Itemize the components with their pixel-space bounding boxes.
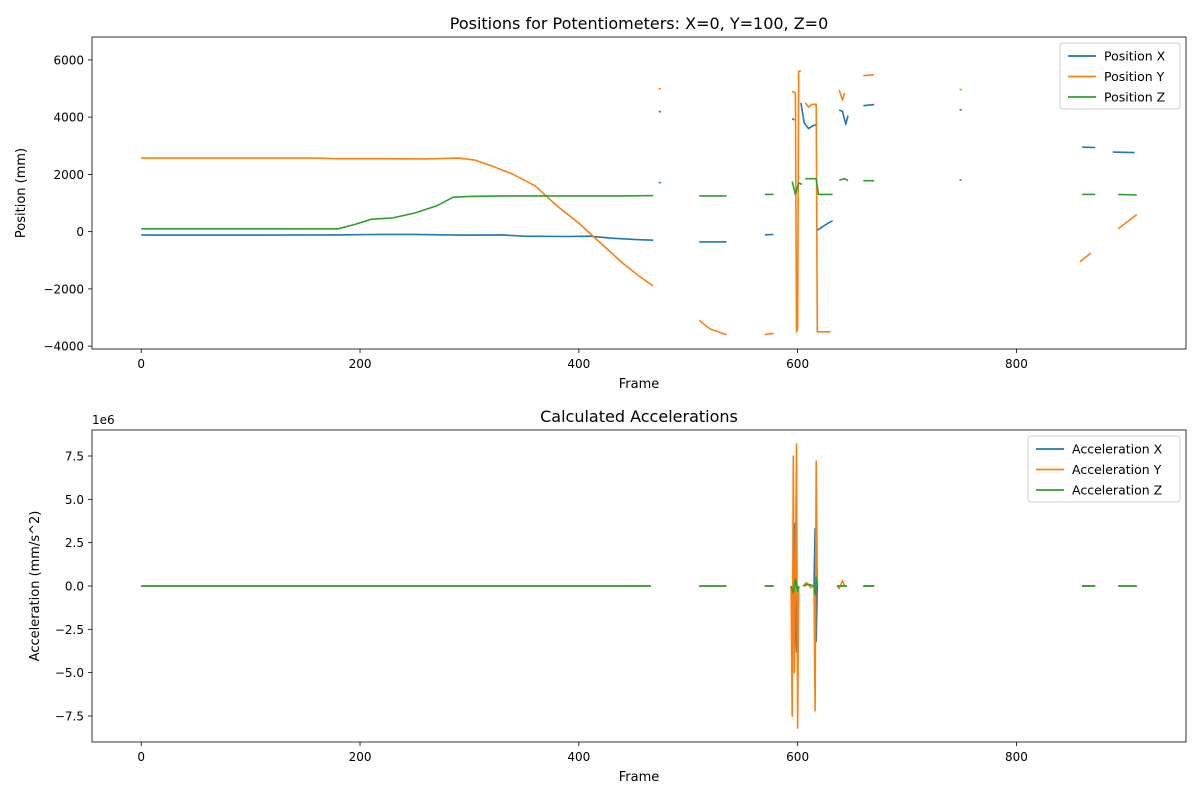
chart-0-xtick-label-0: 0 [137, 357, 145, 371]
chart-1-xtick-label-2: 400 [567, 750, 590, 764]
chart-1-y-offset-label: 1e6 [92, 413, 115, 427]
chart-0-series-0-segment-4 [791, 117, 795, 121]
chart-0-xtick-label-2: 400 [567, 357, 590, 371]
chart-1-ytick-label-0: −7.5 [55, 710, 84, 724]
chart-0-legend-label-2: Position Z [1104, 90, 1165, 105]
chart-0-title: Positions for Potentiometers: X=0, Y=100… [450, 14, 829, 33]
chart-0-series-1-segment-4 [791, 70, 802, 333]
chart-1-legend-label-1: Acceleration Y [1072, 462, 1162, 477]
chart-0-ytick-label-0: −4000 [43, 340, 84, 354]
chart-1-title: Calculated Accelerations [540, 407, 738, 426]
chart-1-ytick-label-6: 7.5 [65, 450, 84, 464]
chart-0-series-2-segment-10 [1118, 193, 1137, 196]
chart-1-legend: Acceleration X Acceleration Y Acceleration… [1027, 435, 1181, 503]
chart-0-series-1-segment-0 [141, 157, 654, 287]
chart-0-legend: Position X Position Y Position Z [1059, 42, 1181, 110]
chart-1-legend-label-2: Acceleration Z [1072, 483, 1162, 498]
chart-0-series-2-segment-5 [805, 177, 833, 196]
chart-0-xtick-label-1: 200 [349, 357, 372, 371]
chart-1-ytick-label-3: 0.0 [65, 580, 84, 594]
chart-1-ylabel: Acceleration (mm/s^2) [28, 511, 43, 662]
chart-1-ytick-label-1: −5.0 [55, 666, 84, 680]
chart-1-series-1-segment-3 [790, 443, 800, 729]
chart-0-ytick-label-4: 4000 [53, 111, 84, 125]
chart-0-ytick-label-3: 2000 [53, 168, 84, 182]
chart-1-xlabel: Frame [619, 770, 660, 785]
chart-0-series-2-segment-0 [141, 194, 654, 230]
chart-0-series-0-segment-5 [800, 102, 818, 130]
chart-0-series-1-segment-2 [698, 319, 727, 336]
positions-chart: 0 200 400 600 800 −4000 −2000 0 2000 4000 6000 Posi… [14, 14, 1187, 392]
chart-0-ytick-label-1: −2000 [43, 282, 84, 296]
chart-1-xtick-label-1: 200 [349, 750, 372, 764]
chart-0-series-1-segment-1 [658, 87, 662, 90]
chart-0-series-1-segment-10 [1117, 213, 1138, 230]
chart-1-ytick-label-2: −2.5 [55, 623, 84, 637]
chart-0-series-1-segment-5 [804, 102, 831, 333]
chart-1-ytick-label-5: 5.0 [65, 493, 84, 507]
chart-0-series-2-segment-6 [839, 177, 849, 182]
chart-0-series-0-segment-11 [1112, 151, 1135, 154]
chart-1-ytick-label-4: 2.5 [65, 536, 84, 550]
chart-0-series-1-segment-7 [863, 74, 875, 77]
chart-0-series-1-segment-9 [1079, 252, 1092, 263]
chart-0-axes-frame [91, 36, 1187, 350]
chart-0-xlabel: Frame [619, 377, 660, 392]
chart-1-series-2-segment-3 [790, 578, 800, 594]
chart-0-series-1-segment-6 [838, 89, 846, 101]
chart-0-series-0-segment-8 [863, 103, 875, 107]
chart-0-series-0-segment-6 [816, 220, 833, 231]
chart-1-xtick-label-4: 800 [1005, 750, 1028, 764]
chart-0-ytick-label-2: 0 [76, 225, 84, 239]
chart-0-series-0-segment-0 [141, 233, 654, 241]
chart-1-xtick-label-0: 0 [137, 750, 145, 764]
chart-0-xtick-label-4: 800 [1005, 357, 1028, 371]
chart-0-legend-label-0: Position X [1104, 49, 1166, 64]
chart-0-series-0-segment-1 [658, 110, 662, 113]
chart-0-ytick-label-5: 6000 [53, 53, 84, 67]
chart-0-legend-box [1059, 42, 1181, 110]
chart-0-legend-label-1: Position Y [1104, 69, 1165, 84]
chart-1-legend-box [1027, 435, 1181, 503]
chart-1-xtick-label-3: 600 [786, 750, 809, 764]
chart-1-legend-label-0: Acceleration X [1072, 442, 1163, 457]
chart-0-series-group [141, 70, 1138, 336]
chart-1-series-2-segment-4 [802, 576, 819, 596]
chart-0-ylabel: Position (mm) [14, 148, 29, 238]
chart-1-series-1-segment-5 [836, 580, 846, 590]
chart-0-series-2-segment-4 [791, 181, 803, 196]
chart-0-xtick-label-3: 600 [786, 357, 809, 371]
chart-0-series-0-segment-7 [838, 109, 849, 126]
chart-1-series-group [141, 443, 1137, 729]
chart-0-series-1-segment-3 [764, 332, 774, 336]
accelerations-chart: 0 200 400 600 800 −7.5 −5.0 −2.5 0.0 2.5 5.0 7.5 1e6… [28, 407, 1187, 785]
